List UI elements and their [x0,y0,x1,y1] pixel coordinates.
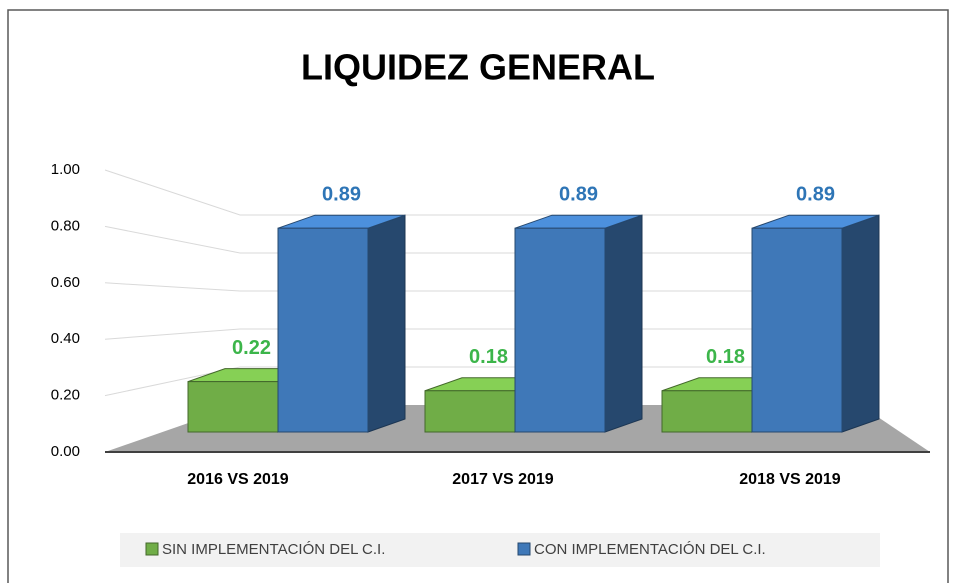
legend-label: SIN IMPLEMENTACIÓN DEL C.I. [162,541,385,558]
data-label: 0.89 [322,183,361,205]
grid-line [104,328,850,340]
legend-background [120,533,880,567]
x-tick-label: 2017 VS 2019 [452,471,554,488]
bar [514,227,606,433]
grid-line [104,225,850,254]
bar [751,227,843,433]
y-tick-label: 0.80 [51,217,80,234]
x-tick-label: 2016 VS 2019 [187,471,289,488]
y-tick-label: 0.40 [51,330,80,347]
grid-line [104,169,850,216]
data-label: 0.18 [469,346,508,368]
bar [187,381,279,433]
data-label: 0.18 [706,346,745,368]
data-label: 0.22 [232,337,271,359]
y-tick-label: 0.20 [51,387,80,404]
legend-swatch [517,542,531,556]
legend-label: CON IMPLEMENTACIÓN DEL C.I. [534,541,766,558]
bar-side [367,214,406,433]
y-tick-label: 1.00 [51,161,80,178]
y-tick-label: 0.00 [51,443,80,460]
x-tick-label: 2018 VS 2019 [739,471,841,488]
chart-title: LIQUIDEZ GENERAL [301,47,655,88]
bar-side [841,214,880,433]
bar [277,227,369,433]
data-label: 0.89 [559,183,598,205]
bar [424,390,516,433]
data-label: 0.89 [796,183,835,205]
bar [661,390,753,433]
grid-line [104,282,850,292]
grid-line [104,366,850,397]
bar-side [604,214,643,433]
legend-swatch [145,542,159,556]
y-tick-label: 0.60 [51,274,80,291]
